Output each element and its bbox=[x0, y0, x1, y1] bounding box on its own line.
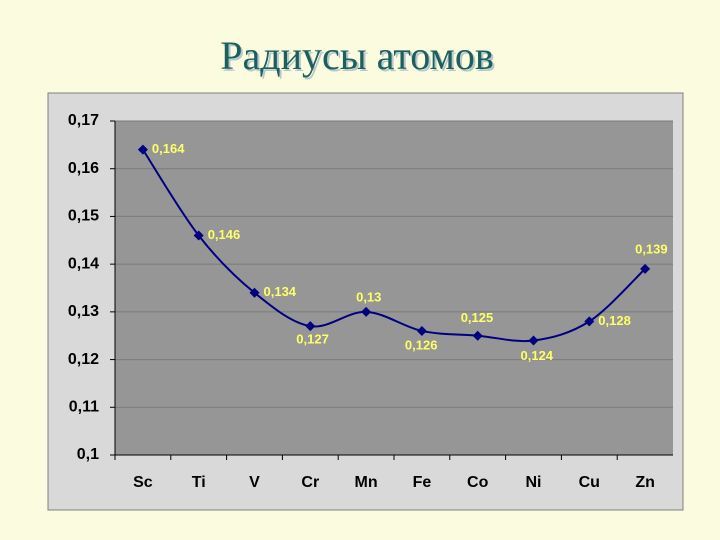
data-label: 0,134 bbox=[264, 284, 297, 299]
marker bbox=[528, 335, 539, 346]
x-tick-label: Mn bbox=[355, 474, 378, 491]
data-label: 0,139 bbox=[635, 241, 668, 256]
x-tick-label: Cr bbox=[301, 474, 319, 491]
y-tick-label: 0,17 bbox=[68, 112, 99, 129]
data-label: 0,127 bbox=[296, 332, 329, 347]
data-label: 0,146 bbox=[208, 227, 241, 242]
y-tick-label: 0,14 bbox=[68, 255, 99, 272]
chart-title: Радиусы атомов bbox=[220, 33, 494, 78]
marker bbox=[416, 325, 427, 336]
marker bbox=[584, 316, 595, 327]
marker bbox=[137, 144, 148, 155]
marker bbox=[472, 330, 483, 341]
data-label: 0,124 bbox=[521, 348, 554, 363]
series-line bbox=[142, 149, 646, 343]
data-label: 0,126 bbox=[405, 337, 438, 352]
y-tick-label: 0,13 bbox=[68, 303, 99, 320]
chart-title-shadow: Радиусы атомов bbox=[222, 35, 496, 80]
marker bbox=[640, 263, 651, 274]
x-tick-label: Co bbox=[467, 474, 489, 491]
marker bbox=[361, 306, 372, 317]
y-tick-label: 0,15 bbox=[68, 208, 99, 225]
x-tick-label: Zn bbox=[635, 474, 655, 491]
x-tick-label: Ni bbox=[526, 474, 542, 491]
x-tick-label: Ti bbox=[192, 474, 206, 491]
x-tick-label: Cu bbox=[579, 474, 600, 491]
y-tick-label: 0,16 bbox=[68, 160, 99, 177]
x-tick-label: V bbox=[249, 474, 260, 491]
plot-area bbox=[115, 121, 673, 455]
y-tick-label: 0,12 bbox=[68, 351, 99, 368]
data-label: 0,13 bbox=[356, 289, 381, 304]
marker bbox=[193, 230, 204, 241]
y-tick-label: 0,11 bbox=[69, 399, 99, 416]
marker bbox=[305, 321, 316, 332]
data-label: 0,128 bbox=[598, 313, 631, 328]
y-tick-label: 0,1 bbox=[77, 446, 99, 463]
x-tick-label: Sc bbox=[133, 474, 153, 491]
data-label: 0,125 bbox=[461, 310, 494, 325]
data-label: 0,164 bbox=[152, 141, 185, 156]
x-tick-label: Fe bbox=[413, 474, 432, 491]
marker bbox=[249, 287, 260, 298]
